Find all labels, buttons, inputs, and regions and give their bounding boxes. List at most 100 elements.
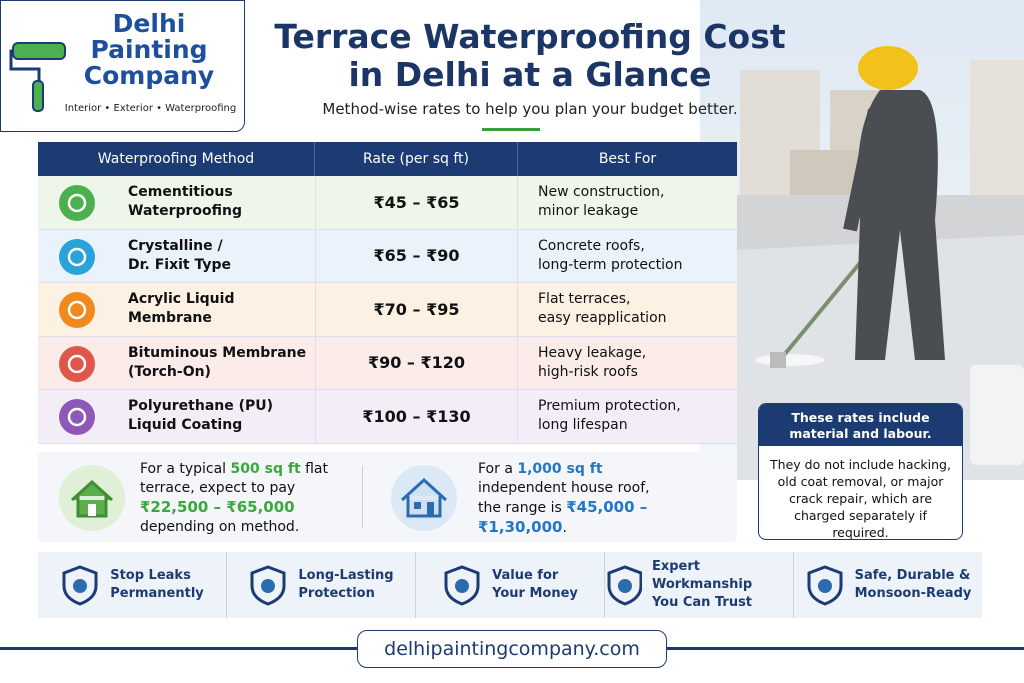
header-cell: Best For (598, 151, 657, 167)
method-text: Bituminous Membrane (Torch-On) (128, 344, 306, 382)
feature-text: Safe, Durable & Monsoon-Ready (855, 567, 972, 603)
method-line: Acrylic Liquid (128, 291, 235, 308)
feature: Safe, Durable & Monsoon-Ready (794, 552, 982, 618)
text: For a (478, 461, 518, 477)
best-for-text: Heavy leakage, high-risk roofs (538, 344, 646, 382)
text: flat terrace, expect to pay (140, 461, 328, 496)
method-line: Waterproofing (128, 203, 243, 220)
table-row: Polyurethane (PU) Liquid Coating ₹100 – ₹1… (38, 390, 737, 444)
feature: Value for Your Money (416, 552, 605, 618)
example-text: For a 1,000 sq ft independent house roof… (478, 460, 668, 538)
method-line: Polyurethane (PU) (128, 398, 274, 415)
method-cell: Acrylic Liquid Membrane (38, 283, 315, 336)
examples: For a typical 500 sq ft flat terrace, ex… (38, 452, 737, 542)
feature-line: Safe, Durable & (854, 568, 971, 583)
highlight: 1,000 sq ft (517, 461, 603, 477)
logo: Delhi Painting Company Interior • Exterior… (0, 0, 245, 132)
method-icon (59, 345, 95, 382)
method-line: Membrane (128, 310, 212, 327)
feature-icon (250, 565, 286, 606)
method-cell: Cementitious Waterproofing (38, 176, 315, 229)
table-row: Acrylic Liquid Membrane ₹70 – ₹95 Flat terr… (38, 283, 737, 337)
feature-icon (607, 565, 642, 606)
house-icon (391, 465, 457, 531)
feature-line: Expert Workmanship (651, 559, 753, 592)
feature-line: Stop Leaks (110, 568, 191, 583)
method-line: Liquid Coating (128, 417, 243, 434)
feature-line: Long-Lasting (298, 568, 394, 583)
note-body: They do not include hacking, old coat re… (770, 457, 951, 540)
underline (482, 128, 540, 131)
best-for-line: Premium protection, (538, 398, 681, 415)
feature-icon (62, 565, 98, 606)
method-line: Dr. Fixit Type (128, 256, 232, 273)
title: Terrace Waterproofing Cost in Delhi at a … (250, 18, 810, 94)
method-icon (59, 238, 95, 275)
feature-line: You Can Trust (651, 595, 753, 610)
title-line: in Delhi at a Glance (348, 55, 712, 94)
header-cell: Waterproofing Method (38, 142, 315, 176)
table-header: Waterproofing Method Rate (per sq ft) Be… (38, 142, 737, 176)
footer-url[interactable]: delhipaintingcompany.com (357, 630, 667, 668)
feature-line: Monsoon-Ready (854, 586, 972, 601)
method-cell: Crystalline / Dr. Fixit Type (38, 230, 315, 283)
feature-line: Your Money (492, 586, 578, 601)
best-for-line: long lifespan (538, 417, 628, 434)
logo-line: Delhi (112, 9, 186, 38)
method-text: Cementitious Waterproofing (128, 183, 242, 221)
method-text: Acrylic Liquid Membrane (128, 290, 234, 328)
best-for-line: Concrete roofs, (538, 237, 645, 254)
method-cell: Bituminous Membrane (Torch-On) (38, 337, 315, 390)
worker-photo (700, 0, 1024, 480)
method-icon (59, 399, 95, 435)
best-for-text: Flat terraces, easy reapplication (538, 290, 667, 328)
text: For a typical (140, 461, 231, 477)
header-cell: Rate (per sq ft) (315, 142, 518, 176)
best-for-line: easy reapplication (538, 310, 667, 327)
highlight: ₹22,500 – ₹65,000 (140, 498, 295, 516)
best-for-line: long-term protection (538, 256, 683, 273)
best-for-cell: New construction, minor leakage (518, 176, 737, 229)
feature-text: Stop Leaks Permanently (110, 567, 204, 603)
title-line: Terrace Waterproofing Cost (274, 17, 786, 56)
method-line: Crystalline / (128, 237, 223, 254)
best-for-line: New construction, (538, 184, 665, 201)
logo-line: Painting (90, 35, 208, 64)
example-text: For a typical 500 sq ft flat terrace, ex… (140, 460, 340, 537)
method-line: (Torch-On) (128, 363, 211, 380)
rate-table: Waterproofing Method Rate (per sq ft) Be… (38, 142, 737, 444)
table-row: Crystalline / Dr. Fixit Type ₹65 – ₹90 Conc… (38, 229, 737, 283)
best-for-line: high-risk roofs (538, 363, 638, 380)
table-row: Cementitious Waterproofing ₹45 – ₹65 New co… (38, 176, 737, 230)
feature-text: Long-Lasting Protection (298, 567, 393, 603)
rate-cell: ₹65 – ₹90 (315, 229, 518, 282)
subtitle: Method-wise rates to help you plan your … (322, 100, 738, 118)
features: Stop Leaks Permanently Long-Lasting Protect… (38, 552, 982, 618)
note-box: These rates include material and labour.… (758, 403, 963, 540)
best-for-text: Premium protection, long lifespan (538, 397, 681, 435)
feature-icon (807, 565, 843, 606)
best-for-text: New construction, minor leakage (538, 183, 665, 221)
roller-icon (9, 42, 66, 112)
rate-cell: ₹45 – ₹65 (315, 176, 518, 229)
note-title: These rates include material and labour. (759, 404, 962, 446)
best-for-line: Heavy leakage, (538, 344, 647, 361)
best-for-line: Flat terraces, (538, 291, 631, 308)
method-icon (59, 292, 95, 328)
rate-cell: ₹90 – ₹120 (315, 336, 518, 389)
feature-line: Value for (492, 568, 559, 583)
feature-icon (444, 565, 480, 606)
feature-line: Protection (298, 586, 375, 601)
highlight: 500 sq ft (230, 461, 301, 477)
feature-text: Expert Workmanship You Can Trust (652, 558, 793, 612)
feature: Expert Workmanship You Can Trust (605, 552, 794, 618)
rate-cell: ₹100 – ₹130 (315, 390, 518, 443)
logo-name: Delhi Painting Company (69, 11, 229, 89)
best-for-cell: Premium protection, long lifespan (518, 390, 737, 443)
feature: Long-Lasting Protection (227, 552, 416, 618)
best-for-cell: Concrete roofs, long-term protection (518, 230, 737, 283)
logo-tagline: Interior • Exterior • Waterproofing (64, 103, 237, 114)
method-cell: Polyurethane (PU) Liquid Coating (38, 390, 315, 443)
text: depending on method. (140, 519, 300, 535)
